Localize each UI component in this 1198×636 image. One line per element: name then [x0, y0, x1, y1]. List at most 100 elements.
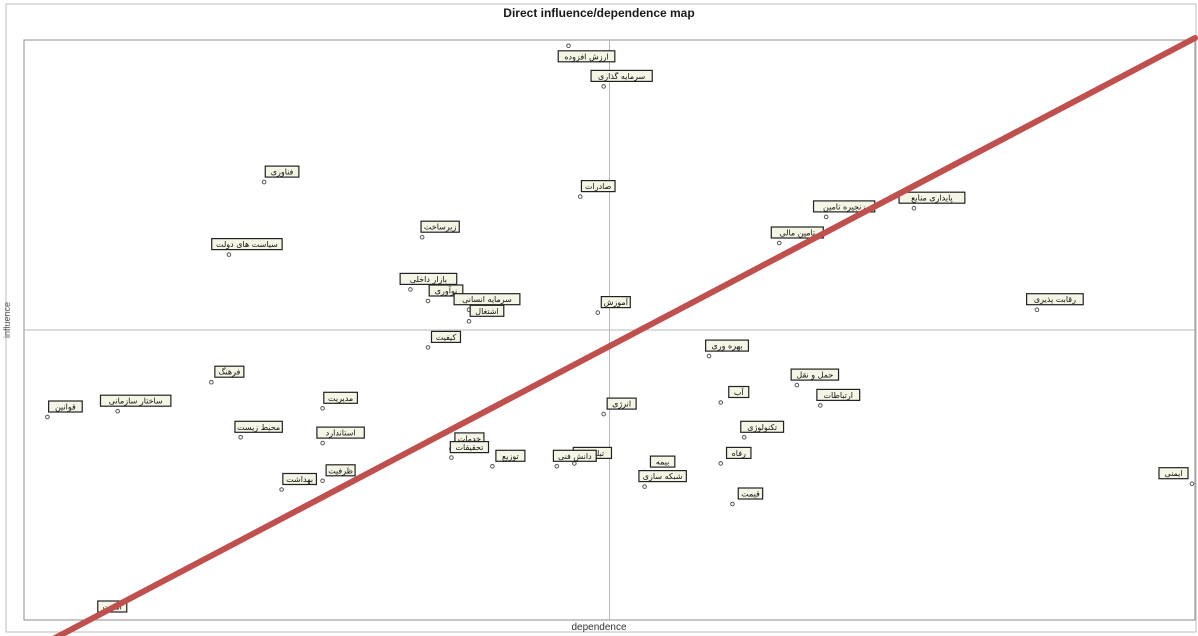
- data-point: شبکه سازی: [638, 470, 687, 489]
- point-label: توزیع: [502, 452, 519, 461]
- data-point: قیمت: [730, 487, 764, 507]
- data-point: فناوری: [261, 165, 300, 185]
- point-label-box: [552, 449, 597, 462]
- point-label-box: [728, 385, 750, 399]
- data-point: پایداری منابع: [898, 191, 966, 211]
- point-marker: [566, 43, 571, 49]
- point-label: شبکه سازی: [643, 472, 683, 481]
- data-point: مدیریت: [320, 391, 359, 411]
- point-marker: [449, 455, 454, 460]
- point-label-box: [430, 330, 462, 343]
- data-point: کیفیت: [425, 330, 462, 350]
- data-point: رفاه: [718, 446, 752, 466]
- point-marker: [1034, 307, 1040, 313]
- data-point: انرژی: [601, 397, 637, 417]
- data-point: ارزش افزوده: [557, 43, 616, 63]
- point-label: دانش فنی: [558, 452, 592, 461]
- point-marker: [419, 234, 425, 240]
- point-marker: [425, 298, 431, 304]
- data-point: ساختار سازمانی: [99, 394, 172, 414]
- point-marker: [601, 84, 606, 89]
- point-label: فناوری: [271, 168, 294, 177]
- point-label: خدمات: [458, 434, 481, 443]
- data-point: بازار داخلی: [399, 272, 458, 292]
- outer-border: [5, 3, 1197, 633]
- data-point: ارتباطات: [816, 388, 861, 408]
- point-label-box: [399, 272, 458, 285]
- point-marker: [279, 487, 284, 492]
- point-marker: [823, 214, 829, 220]
- point-label-box: [316, 426, 365, 439]
- data-point: ایمنی: [1158, 467, 1195, 487]
- point-label-box: [211, 238, 283, 251]
- point-label-box: [48, 400, 83, 413]
- data-point: توزیع: [490, 449, 526, 469]
- point-label: نوآوری: [435, 286, 458, 296]
- point-label-box: [638, 470, 687, 483]
- point-label-box: [428, 284, 464, 297]
- point-label-box: [214, 365, 245, 378]
- point-label-box: [898, 191, 966, 204]
- point-label-box: [590, 69, 653, 83]
- point-marker: [408, 287, 413, 292]
- data-point: محیط زیست: [234, 420, 283, 440]
- point-label: سرمایه گذاری: [598, 71, 646, 81]
- point-label-box: [323, 391, 359, 404]
- point-label-box: [449, 441, 490, 454]
- point-marker: [115, 408, 120, 414]
- data-point: زیرساخت: [419, 220, 460, 240]
- point-label: استاندارد: [326, 429, 356, 438]
- point-marker: [817, 403, 823, 408]
- point-marker: [730, 501, 735, 507]
- data-point: اشتغال: [466, 304, 505, 324]
- data-point: سرمایه گذاری: [590, 69, 653, 89]
- data-point: تکنولوژی: [740, 420, 785, 440]
- point-label: ساختار سازمانی: [109, 397, 163, 406]
- point-label-box: [495, 449, 526, 462]
- point-label-box: [469, 304, 505, 317]
- point-label: تامین مالی: [779, 229, 815, 238]
- point-label-box: [1158, 467, 1189, 480]
- point-marker: [706, 353, 712, 359]
- point-label: صادرات: [585, 182, 612, 191]
- point-label-box: [816, 388, 861, 401]
- point-label: رقابت پذیری: [1034, 295, 1076, 304]
- point-marker: [1189, 481, 1195, 487]
- point-label-box: [580, 180, 616, 193]
- point-label: حمل و نقل: [796, 371, 833, 380]
- point-label: سیاست های دولت: [216, 240, 278, 249]
- point-label-box: [725, 446, 752, 459]
- data-point: قوانین: [45, 400, 83, 420]
- point-marker: [320, 440, 325, 446]
- point-label: سرمایه انسانی: [462, 295, 512, 304]
- point-label-box: [606, 397, 637, 410]
- point-label: تکنولوژی: [747, 423, 777, 432]
- point-marker: [911, 205, 917, 211]
- data-point: آب: [718, 385, 750, 405]
- point-label: بهره وری: [712, 342, 743, 351]
- point-label: ارتباطات: [824, 391, 854, 400]
- point-label: زنجیره تامین: [823, 202, 865, 211]
- point-label-box: [264, 165, 300, 178]
- point-marker: [718, 461, 724, 466]
- point-marker: [577, 194, 583, 199]
- point-marker: [718, 400, 724, 405]
- point-label: ارزش افزوده: [564, 52, 608, 61]
- data-point: دانش فنی: [552, 449, 597, 469]
- point-label: ظرفیت: [328, 466, 353, 475]
- data-point: سیاست های دولت: [211, 238, 283, 257]
- chart-title: Direct influence/dependence map: [503, 6, 695, 20]
- point-label: بیمه: [656, 458, 670, 467]
- data-point: بهداشت: [279, 472, 318, 492]
- point-marker: [466, 319, 472, 324]
- point-label-box: [649, 455, 676, 468]
- point-label-box: [234, 420, 283, 433]
- point-marker: [572, 461, 577, 466]
- point-label: محیط زیست: [237, 423, 280, 432]
- point-marker: [226, 252, 232, 257]
- x-axis-label: dependence: [571, 622, 627, 633]
- data-point: آموزش: [595, 296, 631, 315]
- point-label: بهداشت: [286, 475, 313, 484]
